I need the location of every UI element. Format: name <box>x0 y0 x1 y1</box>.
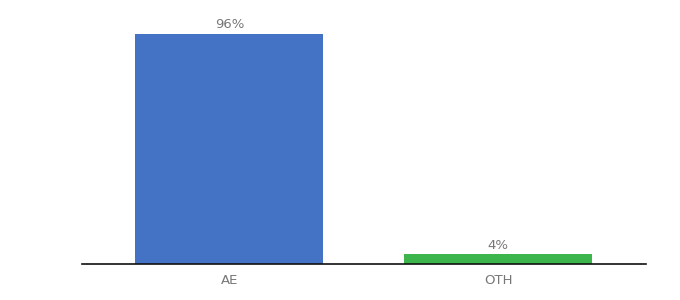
Bar <box>404 254 592 264</box>
Text: 4%: 4% <box>488 239 509 252</box>
Bar <box>135 34 324 264</box>
Text: 96%: 96% <box>215 18 244 31</box>
